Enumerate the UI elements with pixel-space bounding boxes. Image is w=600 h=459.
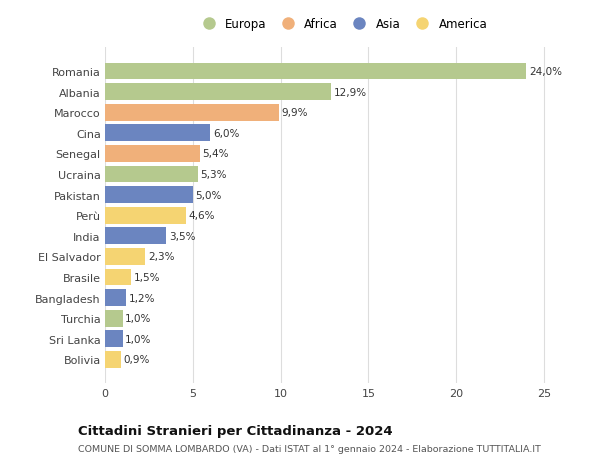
Bar <box>105 228 166 245</box>
Bar <box>105 63 526 80</box>
Text: 5,3%: 5,3% <box>200 170 227 179</box>
Text: 4,6%: 4,6% <box>188 211 215 221</box>
Bar <box>105 330 122 347</box>
Text: Cittadini Stranieri per Cittadinanza - 2024: Cittadini Stranieri per Cittadinanza - 2… <box>78 425 392 437</box>
Bar <box>105 125 211 142</box>
Bar <box>105 207 186 224</box>
Text: COMUNE DI SOMMA LOMBARDO (VA) - Dati ISTAT al 1° gennaio 2024 - Elaborazione TUT: COMUNE DI SOMMA LOMBARDO (VA) - Dati IST… <box>78 444 541 453</box>
Text: 1,2%: 1,2% <box>128 293 155 303</box>
Bar <box>105 290 126 306</box>
Text: 1,0%: 1,0% <box>125 334 152 344</box>
Bar <box>105 351 121 368</box>
Bar <box>105 310 122 327</box>
Bar <box>105 146 200 162</box>
Bar <box>105 84 331 101</box>
Text: 3,5%: 3,5% <box>169 231 196 241</box>
Legend: Europa, Africa, Asia, America: Europa, Africa, Asia, America <box>194 16 490 33</box>
Text: 0,9%: 0,9% <box>124 355 150 364</box>
Bar <box>105 269 131 286</box>
Text: 5,0%: 5,0% <box>196 190 222 200</box>
Text: 1,0%: 1,0% <box>125 313 152 324</box>
Bar <box>105 166 198 183</box>
Text: 5,4%: 5,4% <box>202 149 229 159</box>
Bar <box>105 187 193 204</box>
Bar <box>105 248 145 265</box>
Text: 1,5%: 1,5% <box>134 272 160 282</box>
Bar <box>105 105 279 121</box>
Text: 9,9%: 9,9% <box>281 108 308 118</box>
Text: 12,9%: 12,9% <box>334 87 367 97</box>
Text: 6,0%: 6,0% <box>213 129 239 139</box>
Text: 2,3%: 2,3% <box>148 252 175 262</box>
Text: 24,0%: 24,0% <box>529 67 562 77</box>
